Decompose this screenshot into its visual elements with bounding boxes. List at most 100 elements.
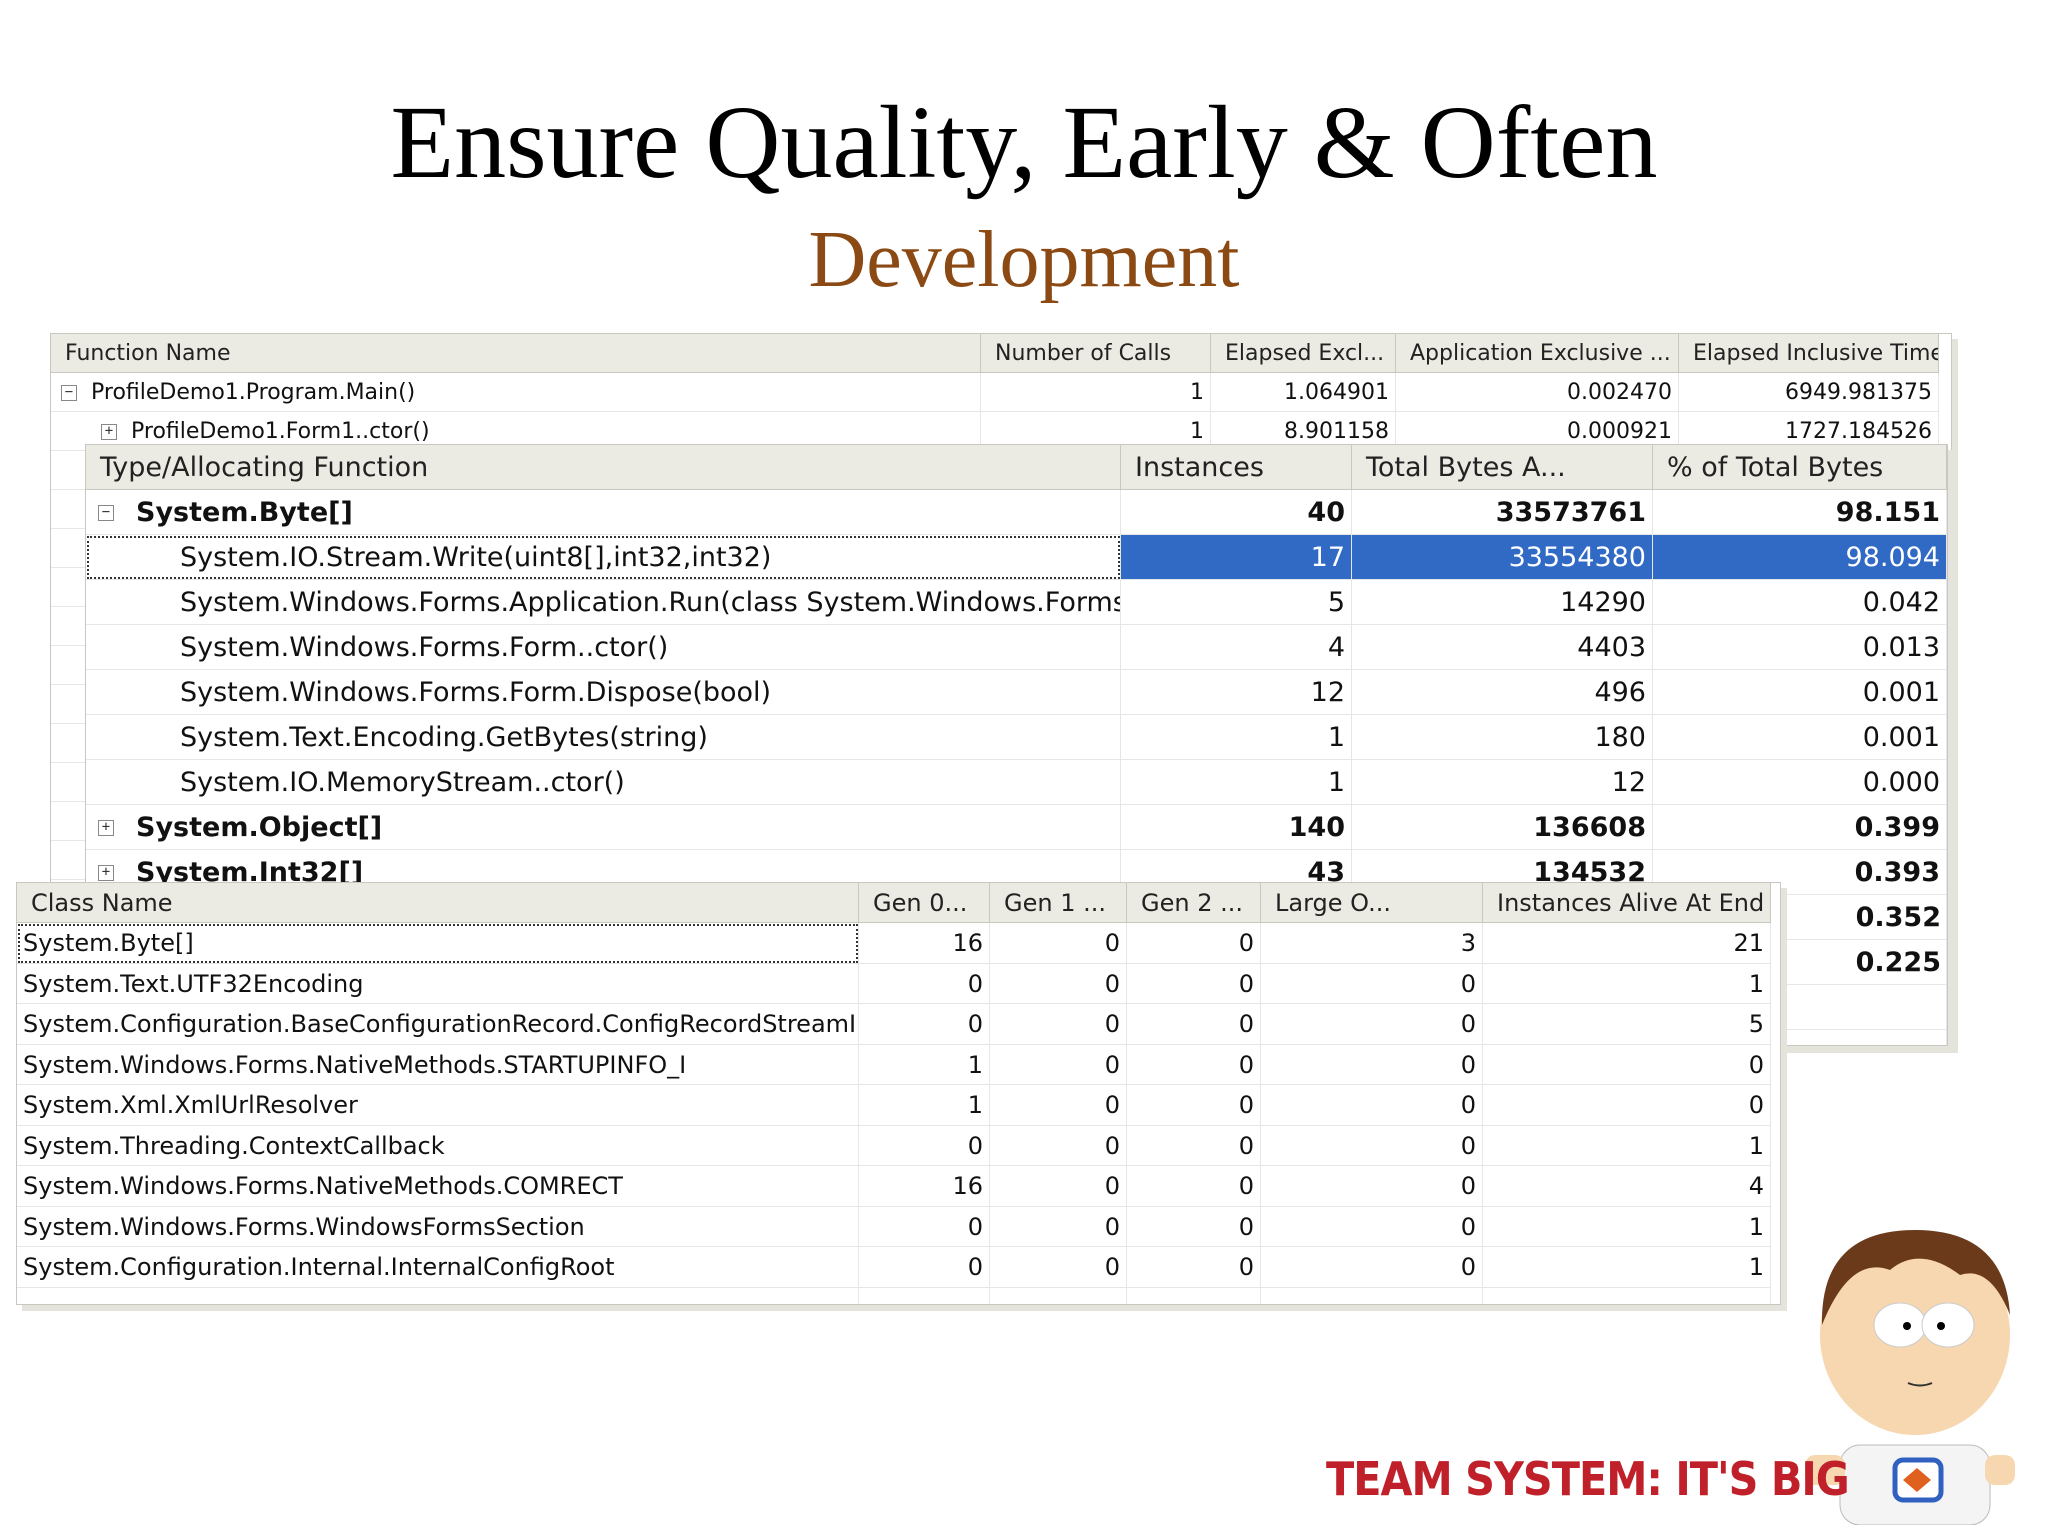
value-cell: 0.000: [1653, 760, 1947, 805]
value-cell: 1: [859, 1085, 990, 1126]
value-cell: 0: [1261, 1247, 1483, 1288]
value-cell: 0.352: [1855, 902, 1941, 933]
value-cell: 0: [990, 1044, 1127, 1085]
value-cell: 1: [1483, 1206, 1771, 1247]
value-cell: 0: [859, 963, 990, 1004]
column-header: % of Total Bytes: [1653, 445, 1947, 490]
value-cell: 12: [1352, 760, 1653, 805]
value-cell: 0: [1127, 963, 1261, 1004]
value-cell: 3: [1261, 923, 1483, 964]
value-cell: [1653, 1030, 1947, 1045]
value-cell: 17: [1121, 535, 1352, 580]
value-cell: 4403: [1352, 625, 1653, 670]
value-cell: 4: [1121, 625, 1352, 670]
name-cell: System.Windows.Forms.NativeMethods.COMRE…: [17, 1166, 859, 1207]
value-cell: 0: [990, 923, 1127, 964]
expander: −: [61, 384, 77, 401]
value-cell: 0: [1261, 963, 1483, 1004]
column-header: Large O...: [1261, 883, 1483, 923]
name-cell: System.Windows.Forms.WindowsFormsSection: [17, 1206, 859, 1247]
name-cell: System.Object[]: [86, 805, 1121, 850]
value-cell: 0: [1261, 1044, 1483, 1085]
value-cell: 5: [1483, 1004, 1771, 1045]
name-cell: System.Configuration.BaseConfigurationRe…: [17, 1004, 859, 1045]
value-cell: 0: [1261, 1085, 1483, 1126]
column-header: Elapsed Inclusive Time: [1679, 334, 1939, 373]
value-cell: [1261, 1287, 1483, 1304]
value-cell: 0: [859, 1206, 990, 1247]
value-cell: 5: [1121, 580, 1352, 625]
value-cell: 1: [981, 373, 1211, 412]
value-cell: 33554380: [1352, 535, 1653, 580]
name-cell: System.Threading.ContextCallback: [17, 1125, 859, 1166]
expander: +: [101, 423, 117, 440]
column-header: Function Name: [51, 334, 981, 373]
value-cell: 1: [1483, 963, 1771, 1004]
name-cell: System.Byte[]: [17, 923, 859, 964]
value-cell: 1: [859, 1044, 990, 1085]
value-cell: 0: [990, 1166, 1127, 1207]
value-cell: 14290: [1352, 580, 1653, 625]
value-cell: [1653, 895, 1947, 940]
name-cell: System.Configuration.Internal.InternalCo…: [17, 1247, 859, 1288]
column-header: Class Name: [17, 883, 859, 923]
value-cell: 0: [990, 1004, 1127, 1045]
value-cell: 98.151: [1653, 490, 1947, 535]
name-cell: ProfileDemo1.Program.Main(): [51, 373, 981, 412]
value-cell: 0: [990, 1085, 1127, 1126]
name-cell: System.Text.Encoding.GetBytes(string): [86, 715, 1121, 760]
value-cell: 0: [1483, 1044, 1771, 1085]
value-cell: 140: [1121, 805, 1352, 850]
value-cell: [1127, 1287, 1261, 1304]
value-cell: 0.225: [1855, 947, 1941, 978]
name-cell: System.Text.UTF32Encoding: [17, 963, 859, 1004]
value-cell: 0: [1127, 1125, 1261, 1166]
name-cell: System.IO.Stream.Write(uint8[],int32,int…: [86, 535, 1121, 580]
value-cell: 0.002470: [1396, 373, 1679, 412]
column-header: Application Exclusive ...: [1396, 334, 1679, 373]
value-cell: 0.399: [1653, 805, 1947, 850]
slide-subtitle: Development: [808, 216, 1240, 304]
value-cell: 0: [1483, 1085, 1771, 1126]
value-cell: 0: [1127, 1044, 1261, 1085]
value-cell: 496: [1352, 670, 1653, 715]
value-cell: 0: [1127, 1085, 1261, 1126]
value-cell: 0: [1261, 1166, 1483, 1207]
value-cell: [859, 1287, 990, 1304]
value-cell: 0.013: [1653, 625, 1947, 670]
mascot: [1805, 1230, 2015, 1525]
value-cell: 0: [990, 1206, 1127, 1247]
value-cell: 98.094: [1653, 535, 1947, 580]
value-cell: 40: [1121, 490, 1352, 535]
class-table: Class Name Gen 0... Gen 1 ... Gen 2 ... Larg…: [16, 882, 1781, 1305]
value-cell: 0: [1127, 1166, 1261, 1207]
value-cell: 16: [859, 1166, 990, 1207]
value-cell: 0: [1127, 1004, 1261, 1045]
value-cell: 1: [1121, 715, 1352, 760]
value-cell: 0: [990, 1125, 1127, 1166]
value-cell: [990, 1287, 1127, 1304]
value-cell: 0: [859, 1247, 990, 1288]
value-cell: 1: [1121, 760, 1352, 805]
column-header: Gen 1 ...: [990, 883, 1127, 923]
value-cell: 12: [1121, 670, 1352, 715]
value-cell: 4: [1483, 1166, 1771, 1207]
value-cell: 0: [1261, 1125, 1483, 1166]
value-cell: 21: [1483, 923, 1771, 964]
value-cell: 0.393: [1653, 850, 1947, 895]
column-header: Gen 0...: [859, 883, 990, 923]
expander: +: [98, 819, 114, 836]
value-cell: 0.042: [1653, 580, 1947, 625]
name-cell: System.Byte[]: [86, 490, 1121, 535]
value-cell: 1.064901: [1211, 373, 1396, 412]
value-cell: 0: [1127, 1206, 1261, 1247]
value-cell: 33573761: [1352, 490, 1653, 535]
value-cell: 1: [1483, 1125, 1771, 1166]
column-header: Gen 2 ...: [1127, 883, 1261, 923]
name-cell: System.Windows.Forms.Form..ctor(): [86, 625, 1121, 670]
value-cell: 0: [1261, 1004, 1483, 1045]
value-cell: 0: [1261, 1206, 1483, 1247]
expander: +: [98, 864, 114, 881]
value-cell: [1483, 1287, 1771, 1304]
value-cell: 0: [1127, 923, 1261, 964]
